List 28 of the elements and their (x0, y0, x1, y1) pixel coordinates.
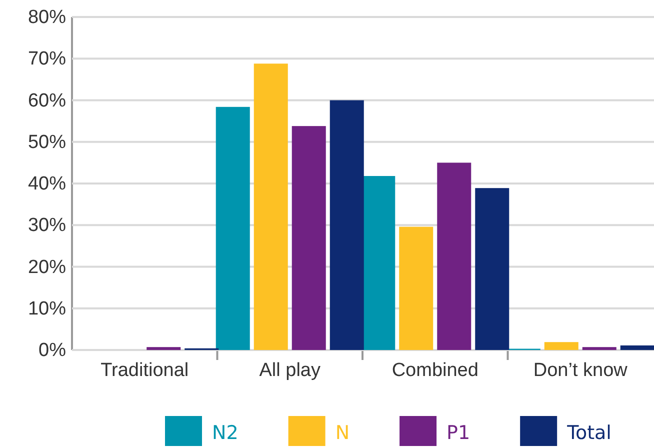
y-tick-label: 40% (28, 174, 66, 195)
legend-label: N (335, 422, 350, 444)
y-tick-label: 30% (28, 215, 66, 236)
x-tick-label: All play (259, 360, 321, 381)
bar (620, 345, 654, 350)
bar (475, 188, 510, 350)
y-tick-label: 0% (38, 340, 66, 362)
bar (216, 106, 250, 350)
y-tick-label: 60% (28, 90, 66, 112)
bar (146, 347, 181, 350)
bar (292, 126, 326, 350)
legend-label: P1 (446, 422, 470, 444)
y-tick-label: 70% (28, 48, 66, 70)
bar (437, 162, 472, 350)
x-tick-label: Don’t know (533, 360, 628, 381)
bar (582, 347, 616, 350)
y-tick-label: 50% (28, 132, 66, 153)
bar (399, 226, 434, 350)
y-tick-label: 20% (28, 256, 66, 278)
y-tick-label: 10% (28, 298, 66, 320)
x-tick-label: Combined (392, 360, 478, 381)
bar (544, 342, 578, 350)
bar (330, 100, 364, 350)
legend-label: Total (566, 422, 612, 444)
y-tick-label: 80% (28, 7, 66, 28)
legend-label: N2 (212, 422, 238, 444)
x-tick-label: Traditional (100, 360, 189, 381)
bar (254, 64, 288, 350)
